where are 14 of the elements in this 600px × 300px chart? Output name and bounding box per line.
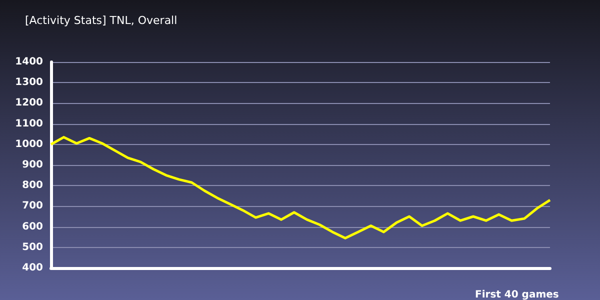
y-tick-label: 700 (22, 200, 44, 212)
y-tick-label: 1000 (15, 138, 44, 150)
chart-subtitle: [Activity Stats] TNL, Overall (25, 14, 178, 27)
y-tick-label: 500 (22, 242, 44, 253)
y-tick-label: 800 (22, 180, 44, 192)
y-tick-label: 1300 (15, 77, 44, 88)
y-tick-label: 1100 (15, 118, 44, 130)
y-tick-label: 600 (22, 221, 44, 232)
y-tick-label: 1400 (15, 56, 44, 68)
y-tick-label: 900 (22, 160, 44, 170)
y-tick-label: 400 (22, 262, 44, 274)
y-tick-label: 1200 (15, 98, 44, 109)
x-axis-title: First 40 games (475, 290, 559, 300)
line-series (50, 136, 552, 240)
